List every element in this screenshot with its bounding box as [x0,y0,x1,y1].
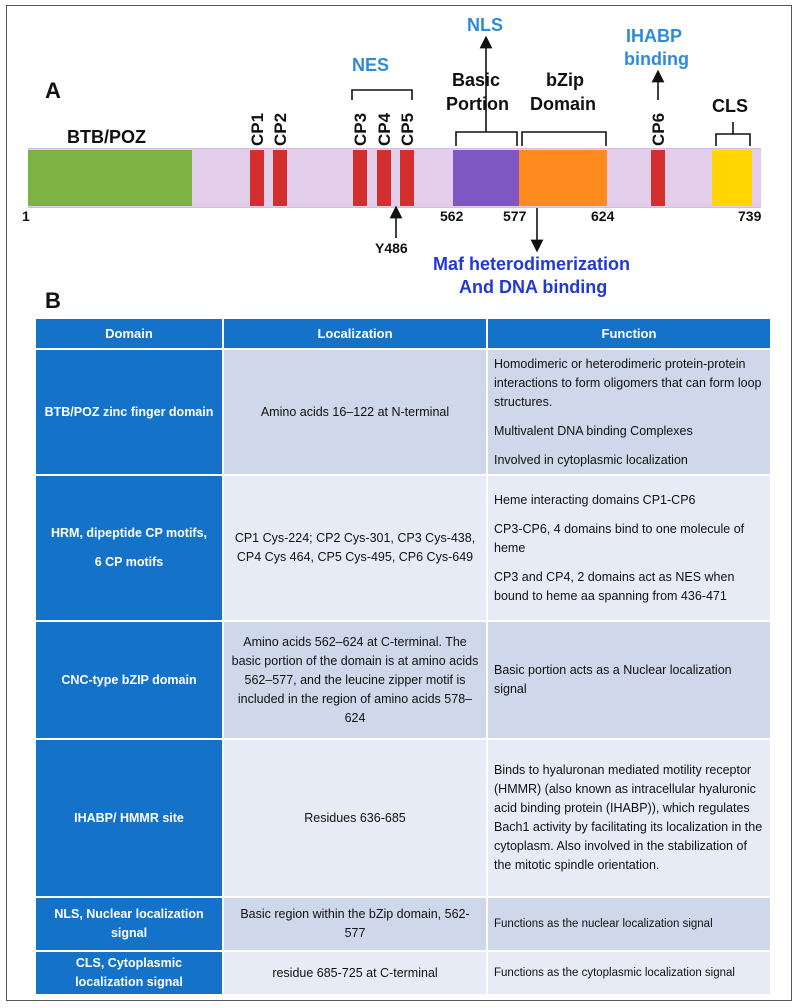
cp4-motif [377,150,391,206]
table-row: IHABP/ HMMR site Residues 636-685 Binds … [34,738,772,898]
function-line: Multivalent DNA binding Complexes [494,423,693,438]
row-domain: CNC-type bZIP domain [34,620,224,740]
header-localization: Localization [222,317,488,350]
bzip-label-line1: bZip [546,70,584,90]
table-row: BTB/POZ zinc finger domain Amino acids 1… [34,348,772,476]
function-line: CP3-CP6, 4 domains bind to one molecule … [494,521,745,555]
row-function: Homodimeric or heterodimeric protein-pro… [486,348,772,476]
function-line: Heme interacting domains CP1-CP6 [494,492,696,507]
panel-b-letter: B [45,288,61,313]
cp6-motif [651,150,665,206]
row-domain-line1: HRM, dipeptide CP motifs, [50,526,208,540]
ihabp-label-line1: IHABP [626,26,683,46]
bzip-label-line2: Domain [530,94,597,114]
row-domain-line2: 6 CP motifs [94,555,164,569]
nes-bracket [351,89,413,100]
table-row: HRM, dipeptide CP motifs, 6 CP motifs CP… [34,474,772,622]
row-domain: IHABP/ HMMR site [34,738,224,898]
panel-a-letter: A [45,78,61,103]
domain-table: Domain Localization Function BTB/POZ zin… [34,317,772,996]
maf-label-line2: And DNA binding [459,277,608,297]
bzip-bracket [521,131,607,146]
y486-label: Y486 [375,240,408,256]
nes-label: NES [352,55,390,75]
annotation-lines [351,35,751,253]
row-domain: NLS, Nuclear localization signal [34,896,224,952]
cls-label: CLS [712,96,748,116]
row-localization: Amino acids 16–122 at N-terminal [222,348,488,476]
position-739: 739 [738,208,762,224]
table-header-row: Domain Localization Function [34,317,772,350]
table-row: NLS, Nuclear localization signal Basic r… [34,896,772,952]
function-line: Involved in cytoplasmic localization [494,452,688,467]
row-localization: residue 685-725 at C-terminal [222,950,488,996]
row-function: Basic portion acts as a Nuclear localiza… [486,620,772,740]
basic-portion-label-line1: Basic [452,70,501,90]
basic-portion-label-line2: Portion [446,94,509,114]
row-localization: Amino acids 562–624 at C-terminal. The b… [222,620,488,740]
row-domain: CLS, Cytoplasmic localization signal [34,950,224,996]
function-line: Homodimeric or heterodimeric protein-pro… [494,356,762,409]
position-624: 624 [591,208,615,224]
cp3-motif [353,150,367,206]
header-domain: Domain [34,317,224,350]
row-function: Functions as the cytoplasmic localizatio… [486,950,772,996]
basic-portion-bracket [455,124,518,146]
row-domain: HRM, dipeptide CP motifs, 6 CP motifs [34,474,224,622]
cp2-motif [273,150,287,206]
position-577: 577 [503,208,527,224]
btb-poz-domain [28,150,192,206]
ihabp-label-line2: binding [624,49,689,69]
table-row: CNC-type bZIP domain Amino acids 562–624… [34,620,772,740]
panel-a-domain-map: A BTB/POZ Basic Portion bZip Domain CLS … [0,0,800,297]
row-domain: BTB/POZ zinc finger domain [34,348,224,476]
row-localization: Basic region within the bZip domain, 562… [222,896,488,952]
basic-portion-domain [453,150,519,206]
header-function: Function [486,317,772,350]
row-localization: CP1 Cys-224; CP2 Cys-301, CP3 Cys-438, C… [222,474,488,622]
row-function: Heme interacting domains CP1-CP6 CP3-CP6… [486,474,772,622]
cp5-motif [400,150,414,206]
row-function: Functions as the nuclear localization si… [486,896,772,952]
cls-domain [712,150,752,206]
table-row: CLS, Cytoplasmic localization signal res… [34,950,772,996]
position-1: 1 [22,208,30,224]
function-line: CP3 and CP4, 2 domains act as NES when b… [494,569,735,603]
btb-poz-label: BTB/POZ [67,127,146,147]
maf-label-line1: Maf heterodimerization [433,254,631,274]
row-localization: Residues 636-685 [222,738,488,898]
row-function: Binds to hyaluronan mediated motility re… [486,738,772,898]
cp1-motif [250,150,264,206]
bzip-domain [519,150,607,206]
figure-frame [6,5,792,1001]
position-562: 562 [440,208,464,224]
nls-label: NLS [467,15,503,35]
cls-bracket [715,122,751,146]
